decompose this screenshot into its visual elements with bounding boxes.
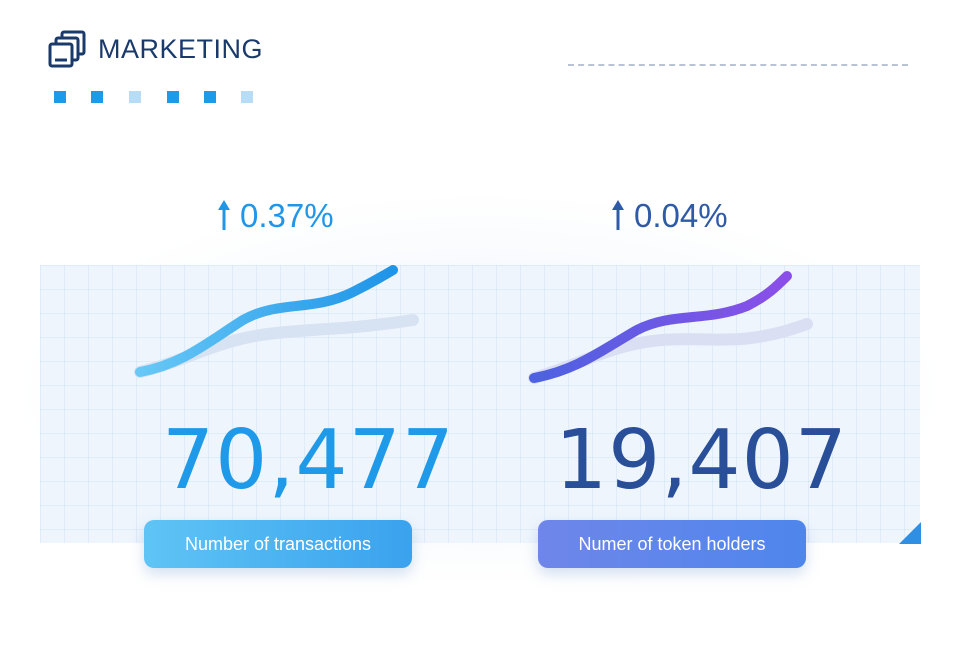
change-value: 0.04% <box>634 196 728 234</box>
decor-square <box>241 91 253 103</box>
dashed-divider <box>568 64 908 66</box>
metric-value-transactions: 70,477 <box>162 413 455 508</box>
metric-value-token-holders: 19,407 <box>555 413 848 508</box>
decor-square <box>129 91 141 103</box>
change-value: 0.37% <box>240 196 334 234</box>
stacked-windows-icon <box>48 30 86 68</box>
decor-square <box>204 91 216 103</box>
sparkline-token-holders <box>528 271 813 384</box>
label-pill-transactions: Number of transactions <box>144 520 412 568</box>
arrow-up-icon <box>612 200 624 230</box>
change-indicator-transactions: 0.37% <box>216 198 334 232</box>
header: MARKETING <box>48 30 263 68</box>
arrow-up-icon <box>218 200 230 230</box>
decor-square <box>91 91 103 103</box>
page-title: MARKETING <box>98 33 264 64</box>
label-pill-token-holders: Numer of token holders <box>538 520 806 568</box>
decor-square <box>167 91 179 103</box>
corner-accent <box>899 522 921 544</box>
decor-squares <box>54 91 264 103</box>
change-indicator-token-holders: 0.04% <box>610 198 728 232</box>
sparkline-transactions <box>134 265 419 378</box>
decor-square <box>54 91 66 103</box>
metrics-panel <box>40 265 920 543</box>
